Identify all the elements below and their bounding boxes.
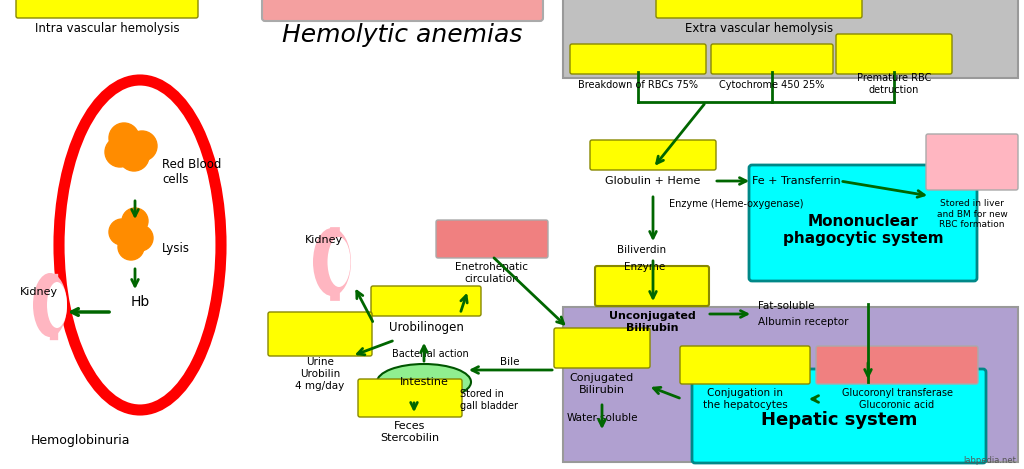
- Text: Unconjugated
Bilirubin: Unconjugated Bilirubin: [608, 311, 695, 333]
- Ellipse shape: [313, 228, 351, 296]
- FancyBboxPatch shape: [926, 134, 1018, 190]
- Text: Fat-soluble: Fat-soluble: [758, 301, 815, 311]
- FancyBboxPatch shape: [268, 312, 372, 356]
- Circle shape: [127, 225, 153, 251]
- Text: Extra vascular hemolysis: Extra vascular hemolysis: [685, 22, 834, 35]
- Text: Breakdown of RBCs 75%: Breakdown of RBCs 75%: [578, 80, 698, 90]
- FancyBboxPatch shape: [590, 140, 716, 170]
- Text: Water-soluble: Water-soluble: [566, 413, 638, 423]
- FancyBboxPatch shape: [836, 34, 952, 74]
- Circle shape: [105, 137, 135, 167]
- Text: Stored in
gall bladder: Stored in gall bladder: [460, 389, 518, 411]
- Text: Glucoronyl transferase
Glucoronic acid: Glucoronyl transferase Glucoronic acid: [842, 388, 952, 410]
- Text: Lysis: Lysis: [162, 242, 190, 255]
- FancyBboxPatch shape: [16, 0, 198, 18]
- Text: Fe + Transferrin: Fe + Transferrin: [752, 176, 841, 186]
- FancyBboxPatch shape: [816, 346, 978, 384]
- Text: Albumin receptor: Albumin receptor: [758, 317, 849, 327]
- FancyBboxPatch shape: [358, 379, 462, 417]
- Text: Kidney: Kidney: [20, 287, 58, 297]
- Text: Hemoglobinuria: Hemoglobinuria: [31, 433, 130, 446]
- FancyBboxPatch shape: [692, 369, 986, 463]
- Text: Bacterial action: Bacterial action: [392, 349, 469, 359]
- FancyBboxPatch shape: [262, 0, 543, 21]
- Text: Stored in liver
and BM for new
RBC formation: Stored in liver and BM for new RBC forma…: [937, 199, 1008, 229]
- Text: Enzyme: Enzyme: [624, 262, 666, 272]
- FancyBboxPatch shape: [656, 0, 862, 18]
- Circle shape: [127, 131, 157, 161]
- Text: Premature RBC
detruction: Premature RBC detruction: [857, 73, 931, 95]
- FancyBboxPatch shape: [595, 266, 709, 306]
- Text: Enetrohepatic
circulation: Enetrohepatic circulation: [456, 262, 528, 284]
- FancyBboxPatch shape: [371, 286, 481, 316]
- Text: Red Blood
cells: Red Blood cells: [162, 158, 221, 186]
- Ellipse shape: [33, 273, 67, 337]
- Circle shape: [109, 219, 135, 245]
- Circle shape: [122, 208, 148, 234]
- Ellipse shape: [377, 364, 471, 400]
- Circle shape: [119, 141, 150, 171]
- Text: Intra vascular hemolysis: Intra vascular hemolysis: [35, 22, 179, 35]
- Circle shape: [118, 234, 144, 260]
- Text: Mononuclear
phagocytic system: Mononuclear phagocytic system: [782, 214, 943, 246]
- Circle shape: [109, 123, 139, 153]
- Ellipse shape: [328, 237, 350, 287]
- Ellipse shape: [59, 80, 221, 410]
- FancyBboxPatch shape: [749, 165, 977, 281]
- FancyBboxPatch shape: [554, 328, 650, 368]
- Text: Feces
Stercobilin: Feces Stercobilin: [381, 421, 439, 443]
- Text: Urobilinogen: Urobilinogen: [388, 320, 464, 333]
- FancyBboxPatch shape: [563, 0, 1018, 78]
- Text: Cytochrome 450 25%: Cytochrome 450 25%: [719, 80, 824, 90]
- Text: Biliverdin: Biliverdin: [617, 245, 667, 255]
- Text: Kidney: Kidney: [305, 235, 343, 245]
- FancyBboxPatch shape: [563, 307, 1018, 462]
- Text: labpedia.net: labpedia.net: [964, 455, 1016, 464]
- Text: Hepatic system: Hepatic system: [761, 411, 918, 429]
- FancyBboxPatch shape: [680, 346, 810, 384]
- FancyBboxPatch shape: [711, 44, 833, 74]
- Text: Urine
Urobilin
4 mg/day: Urine Urobilin 4 mg/day: [295, 357, 345, 391]
- Text: Hemolytic anemias: Hemolytic anemias: [282, 23, 522, 47]
- Text: Intestine: Intestine: [399, 377, 449, 387]
- Text: Globulin + Heme: Globulin + Heme: [605, 176, 700, 186]
- Text: Conjugated
Bilirubin: Conjugated Bilirubin: [570, 373, 634, 395]
- Text: Enzyme (Heme-oxygenase): Enzyme (Heme-oxygenase): [669, 199, 804, 209]
- FancyBboxPatch shape: [570, 44, 706, 74]
- Ellipse shape: [47, 282, 67, 328]
- Text: Hb: Hb: [130, 295, 150, 309]
- FancyBboxPatch shape: [436, 220, 548, 258]
- Text: Conjugation in
the hepatocytes: Conjugation in the hepatocytes: [702, 388, 787, 410]
- Text: Bile: Bile: [501, 357, 520, 367]
